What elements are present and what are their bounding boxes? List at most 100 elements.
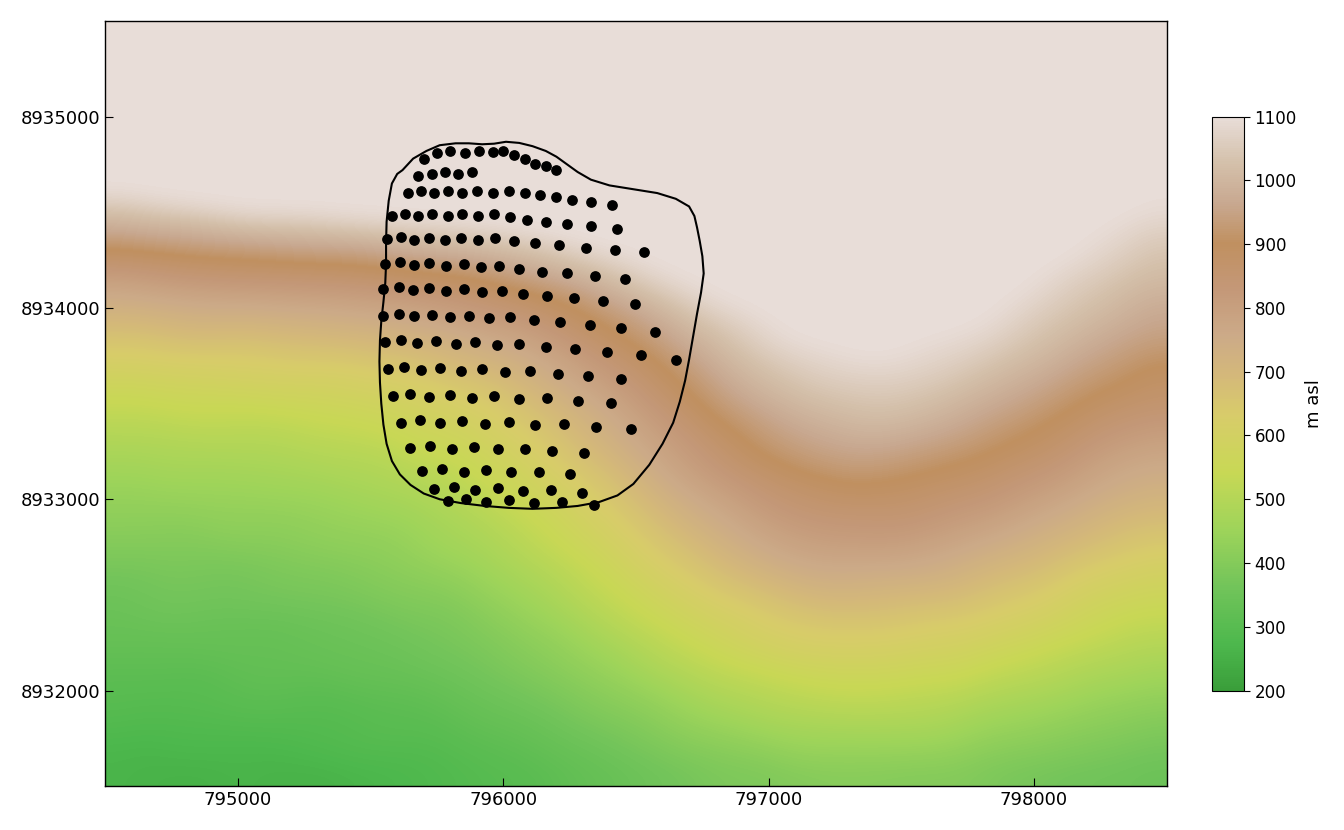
Point (624, 297, 645, 310)
Point (392, 360, 414, 374)
Point (445, 338, 466, 351)
Point (579, 319, 601, 332)
Point (665, 353, 687, 366)
Point (487, 339, 508, 352)
Point (556, 266, 578, 280)
Point (411, 464, 433, 477)
Point (448, 168, 469, 181)
Point (644, 325, 665, 339)
Point (391, 416, 413, 429)
Point (391, 231, 413, 244)
Point (403, 233, 425, 247)
Point (452, 187, 473, 200)
Point (519, 364, 540, 378)
Point (421, 208, 442, 221)
Point (597, 345, 618, 359)
Point (536, 391, 558, 404)
Point (523, 496, 544, 510)
Point (437, 184, 458, 198)
Point (390, 256, 411, 269)
Point (485, 232, 507, 245)
Point (418, 281, 439, 295)
Point (388, 281, 410, 294)
Point (593, 295, 614, 308)
Point (556, 217, 578, 230)
Point (482, 145, 504, 159)
Point (402, 283, 423, 296)
Point (476, 496, 497, 509)
Point (516, 213, 538, 227)
Point (610, 372, 632, 385)
Point (528, 465, 550, 478)
Point (465, 335, 487, 349)
Point (453, 257, 474, 271)
Point (372, 282, 394, 295)
Point (426, 146, 448, 159)
Point (453, 465, 474, 478)
Point (512, 484, 534, 497)
Point (503, 148, 524, 161)
Point (630, 348, 652, 361)
Point (503, 234, 524, 247)
Point (399, 441, 421, 454)
Point (542, 445, 563, 458)
Point (559, 468, 581, 481)
Point (437, 495, 458, 508)
Point (435, 259, 457, 272)
Point (633, 246, 655, 259)
Point (601, 198, 622, 211)
Point (531, 265, 552, 278)
Point (574, 447, 595, 460)
Point (512, 287, 534, 300)
Point (437, 209, 458, 222)
Point (567, 394, 589, 408)
Point (499, 310, 520, 324)
Point (394, 208, 415, 221)
Point (499, 210, 520, 223)
Point (454, 146, 476, 159)
Point (535, 215, 556, 228)
Point (435, 284, 457, 297)
Point (606, 222, 628, 236)
Point (403, 310, 425, 323)
Point (464, 440, 485, 453)
Point (423, 482, 445, 496)
Point (524, 237, 546, 250)
Point (524, 158, 546, 171)
Point (388, 307, 410, 320)
Point (406, 337, 427, 350)
Point (495, 365, 516, 378)
Point (409, 413, 430, 427)
Point (484, 208, 505, 221)
Point (383, 389, 405, 403)
Point (575, 241, 597, 254)
Point (500, 466, 521, 479)
Point (413, 152, 434, 165)
Point (563, 291, 585, 305)
Point (476, 463, 497, 476)
Point (378, 363, 399, 376)
Point (423, 187, 445, 200)
Point (375, 257, 396, 271)
Point (513, 152, 535, 165)
Point (376, 232, 398, 246)
Point (466, 184, 488, 198)
Point (399, 388, 421, 401)
Point (425, 334, 446, 348)
Point (450, 364, 472, 378)
Point (581, 219, 602, 232)
Point (524, 418, 546, 432)
Point (434, 165, 456, 178)
Point (571, 486, 593, 499)
Point (396, 187, 418, 200)
Point (583, 498, 605, 511)
Point (603, 243, 625, 256)
Point (452, 414, 473, 427)
Point (444, 481, 465, 494)
Point (489, 259, 511, 272)
Point (620, 422, 641, 436)
Point (469, 144, 491, 158)
Point (418, 232, 439, 245)
Point (439, 310, 461, 324)
Point (418, 256, 439, 270)
